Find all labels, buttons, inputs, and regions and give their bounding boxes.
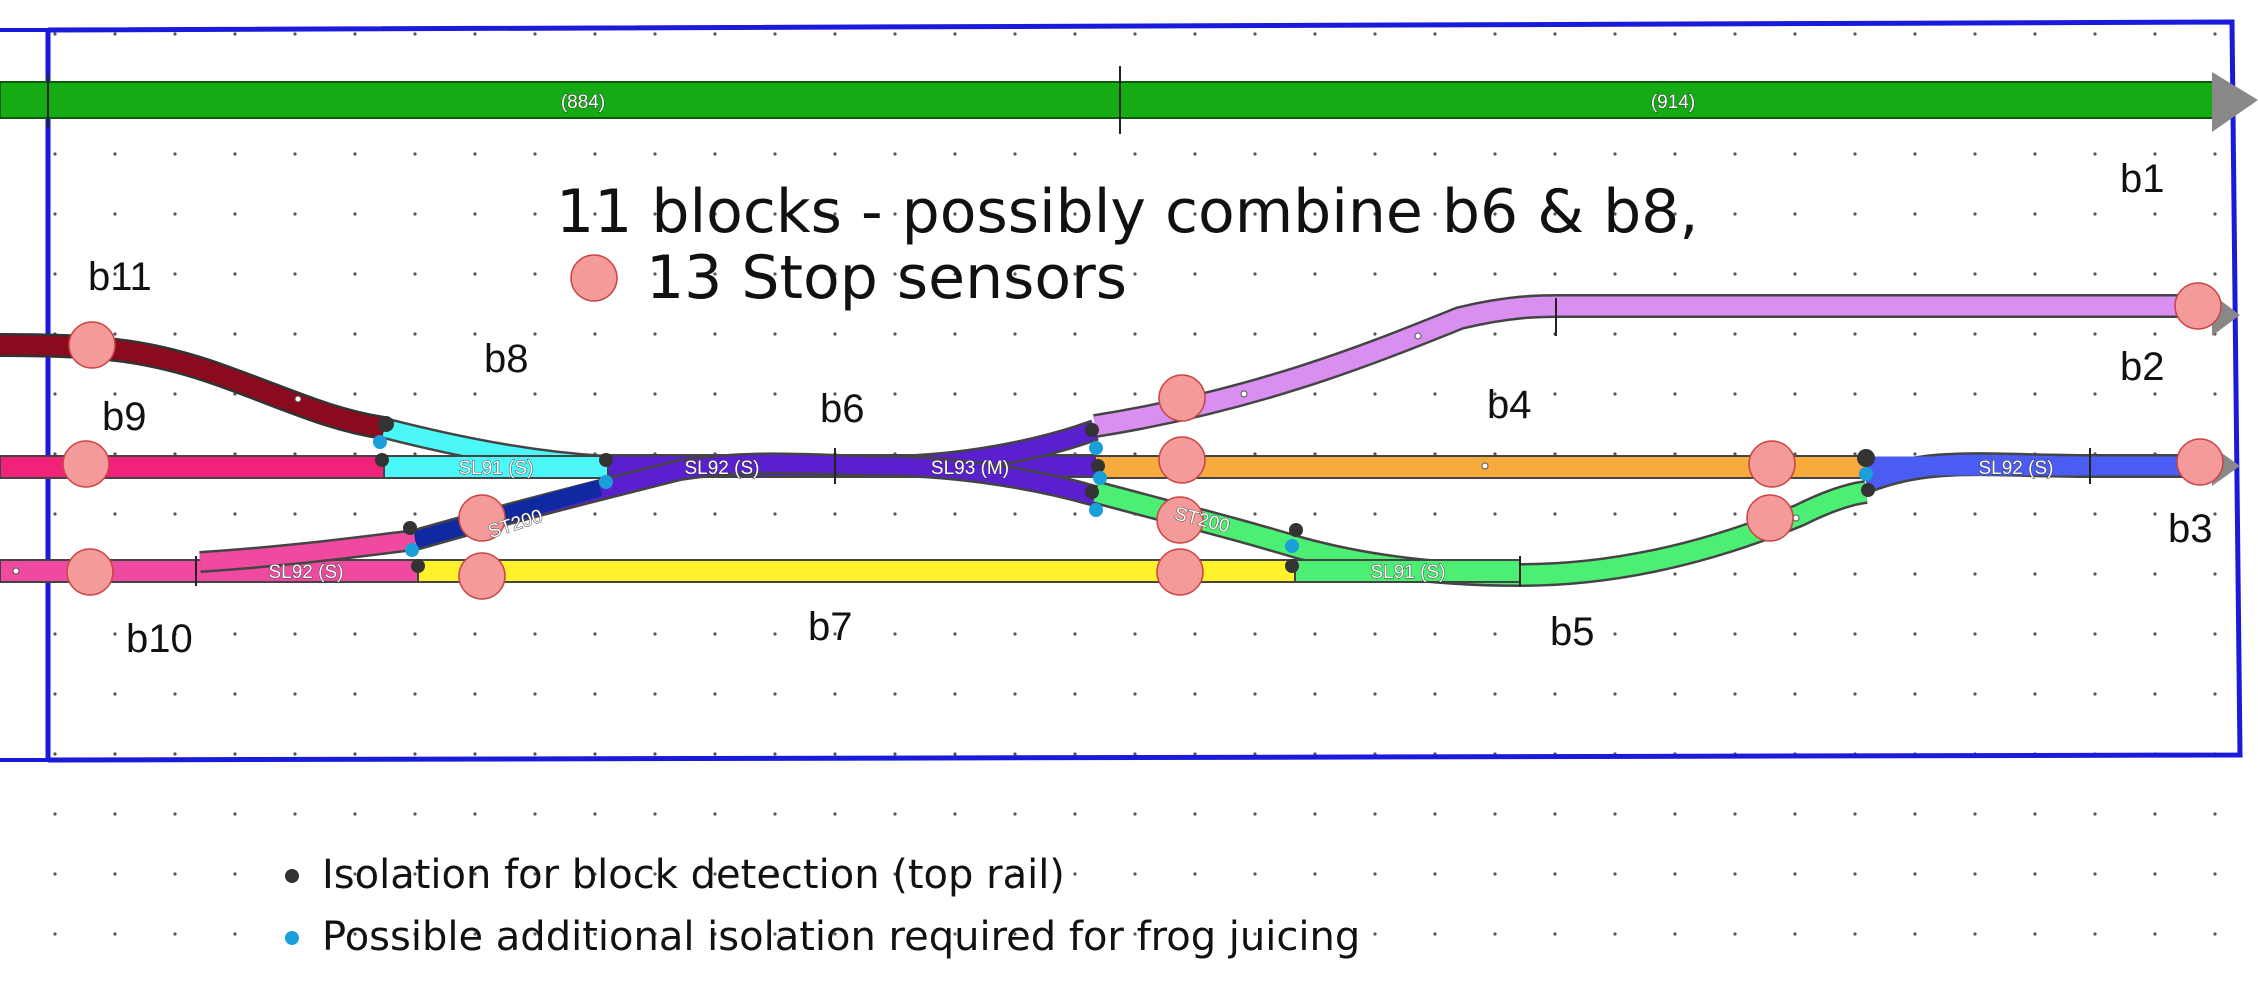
isolation-dots-black — [375, 416, 1875, 573]
stop-sensor — [458, 494, 506, 542]
stop-sensor — [2176, 438, 2224, 486]
note-line-2: 13 Stop sensors — [646, 243, 1127, 313]
main-line-label-884: (884) — [561, 92, 605, 113]
block-label-b6: b6 — [820, 387, 865, 431]
legend-blue-dot-icon — [285, 931, 299, 945]
stop-sensor — [1156, 548, 1204, 596]
stop-sensor — [2174, 282, 2222, 330]
block-label-b10: b10 — [126, 617, 193, 661]
track-b9 — [0, 455, 385, 479]
legend-text-isolation: Isolation for block detection (top rail) — [322, 852, 1065, 898]
stop-sensor — [458, 552, 506, 600]
track-label-sl92-right: SL92 (S) — [1979, 458, 2054, 479]
block-label-b1: b1 — [2120, 157, 2165, 201]
block-label-b7: b7 — [808, 605, 853, 649]
block-label-b4: b4 — [1487, 383, 1532, 427]
main-line-label-914: (914) — [1651, 92, 1695, 113]
track-b6 — [411, 419, 1099, 551]
block-label-b2: b2 — [2120, 345, 2165, 389]
stop-sensor — [1748, 440, 1796, 488]
track-label-sl92-upper: SL92 (S) — [685, 458, 760, 479]
block-label-b8: b8 — [484, 337, 529, 381]
main-line-b1 — [0, 66, 2258, 134]
track-label-sl92-lower: SL92 (S) — [269, 562, 344, 583]
track-label-sl91-left: SL91 (S) — [459, 458, 534, 479]
legend-text-frog: Possible additional isolation required f… — [322, 914, 1360, 960]
block-label-b9: b9 — [102, 395, 147, 439]
track-label-sl93: SL93 (M) — [931, 458, 1009, 479]
board-border — [47, 19, 2243, 763]
block-label-b11: b11 — [88, 255, 152, 299]
block-label-b3: b3 — [2168, 507, 2213, 551]
note-sensor-icon — [570, 254, 618, 302]
track-b8 — [381, 417, 609, 479]
stop-sensor — [1746, 494, 1794, 542]
track-label-sl91-right: SL91 (S) — [1371, 562, 1446, 583]
stop-sensor — [62, 440, 110, 488]
stop-sensor — [1158, 374, 1206, 422]
stop-sensor — [1158, 436, 1206, 484]
stop-sensor — [66, 548, 114, 596]
track-b3 — [1861, 446, 2240, 494]
legend-black-dot-icon — [285, 869, 299, 883]
block-label-b5: b5 — [1550, 610, 1595, 654]
stop-sensor — [68, 321, 116, 369]
note-line-1: 11 blocks - possibly combine b6 & b8, — [556, 177, 1698, 247]
stop-sensors — [62, 282, 2224, 600]
isolation-dots-blue — [373, 435, 1873, 557]
stop-sensor — [1156, 496, 1204, 544]
